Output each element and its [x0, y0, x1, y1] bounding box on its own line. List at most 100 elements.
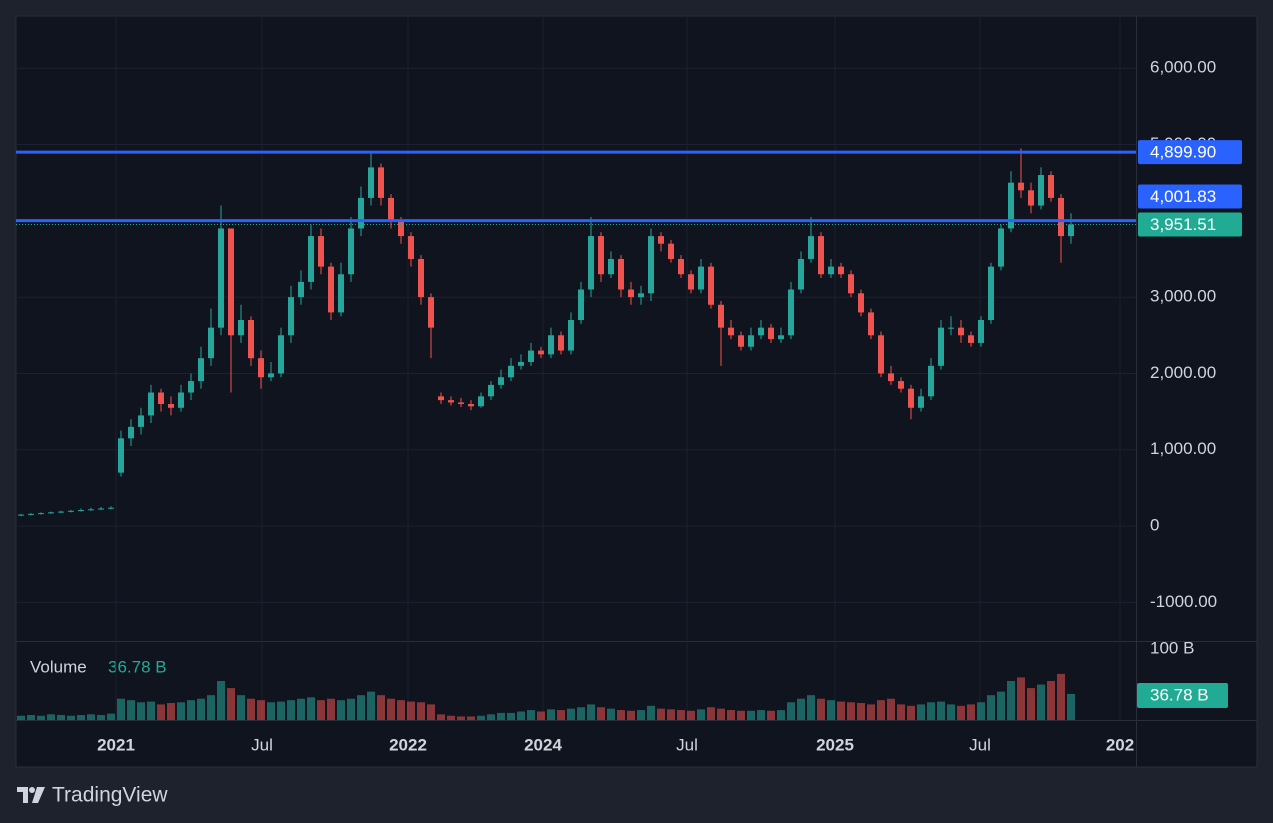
volume-bar [1037, 684, 1045, 720]
x-tick-label: Jul [969, 735, 991, 754]
volume-bar [537, 711, 545, 720]
volume-bar [927, 702, 935, 720]
candle-body [478, 396, 484, 407]
volume-bar [87, 714, 95, 720]
volume-bar [227, 688, 235, 720]
volume-bar [767, 710, 775, 720]
price-line-badge [1138, 140, 1242, 165]
volume-bar [837, 701, 845, 720]
candle-body [148, 392, 154, 416]
candle-body [138, 415, 144, 427]
volume-bar [1047, 681, 1055, 720]
chart-panel [15, 15, 1258, 768]
volume-bar [497, 712, 505, 720]
candle-body [778, 335, 784, 340]
candle-body [848, 274, 854, 294]
volume-bar [687, 710, 695, 720]
volume-bar [867, 704, 875, 720]
candle-body [688, 274, 694, 290]
volume-bar [617, 710, 625, 720]
candle-body [468, 403, 474, 407]
y-tick-label: 1,000.00 [1150, 439, 1216, 458]
volume-badge-label: 36.78 B [1150, 685, 1209, 704]
volume-bar [697, 709, 705, 720]
candle-body [528, 350, 534, 363]
candle-body [98, 508, 104, 510]
volume-bar [27, 715, 35, 720]
volume-bar [217, 681, 225, 720]
candle-body [498, 377, 504, 385]
volume-bars [17, 673, 1075, 720]
volume-bar [857, 702, 865, 720]
candle-body [738, 335, 744, 347]
candle-body [718, 304, 724, 328]
volume-bar [527, 710, 535, 720]
candle-body [548, 335, 554, 355]
volume-bar [877, 700, 885, 720]
volume-bar [187, 700, 195, 720]
volume-bar [457, 716, 465, 720]
candle-body [408, 236, 414, 259]
volume-bar [147, 701, 155, 720]
candle-body [258, 358, 264, 378]
candle-body [418, 258, 424, 298]
volume-bar [257, 700, 265, 720]
candle-body [578, 289, 584, 321]
volume-bar [647, 705, 655, 720]
y-tick-label: 3,000.00 [1150, 287, 1216, 306]
volume-bar [827, 700, 835, 720]
volume-bar [487, 714, 495, 720]
volume-bar [157, 704, 165, 720]
volume-bar [557, 710, 565, 720]
candle-body [168, 403, 174, 408]
candle-body [998, 228, 1004, 267]
y-tick-label: 0 [1150, 516, 1159, 535]
volume-bar [417, 702, 425, 720]
candle-body [818, 236, 824, 275]
candle-body [638, 293, 644, 298]
volume-bar [167, 702, 175, 720]
volume-bar [317, 700, 325, 720]
volume-bar [287, 700, 295, 720]
volume-bar [437, 714, 445, 720]
volume-bar [107, 713, 115, 720]
volume-bar [627, 710, 635, 720]
candle-body [928, 365, 934, 397]
volume-bar [1017, 677, 1025, 720]
x-tick-label: 2025 [816, 735, 854, 754]
volume-bar [667, 709, 675, 720]
volume-bar [947, 704, 955, 720]
volume-bar [57, 715, 65, 720]
volume-bar [567, 708, 575, 720]
y-tick-label: -1000.00 [1150, 592, 1217, 611]
candle-body [698, 266, 704, 290]
candle-body [458, 402, 464, 404]
candle-body [568, 320, 574, 351]
candle-body [668, 243, 674, 259]
y-tick-label: 6,000.00 [1150, 58, 1216, 77]
candle-body [558, 335, 564, 351]
volume-bar [937, 701, 945, 720]
candle-body [1018, 182, 1024, 191]
volume-bar [347, 698, 355, 720]
candle-body [708, 266, 714, 305]
volume-bar [967, 704, 975, 720]
volume-bar [577, 707, 585, 720]
candle-body [58, 511, 64, 513]
candle-body [228, 228, 234, 336]
x-tick-label: 2022 [389, 735, 427, 754]
candle-body [658, 236, 664, 244]
volume-bar [657, 708, 665, 720]
candle-body [958, 327, 964, 336]
volume-bar [607, 708, 615, 720]
volume-bar [907, 705, 915, 720]
candle-body [278, 335, 284, 374]
volume-bar [747, 710, 755, 720]
volume-title: Volume [30, 657, 87, 676]
volume-bar [587, 704, 595, 720]
candle-body [488, 384, 494, 397]
candle-body [1008, 182, 1014, 229]
volume-bar [847, 702, 855, 720]
